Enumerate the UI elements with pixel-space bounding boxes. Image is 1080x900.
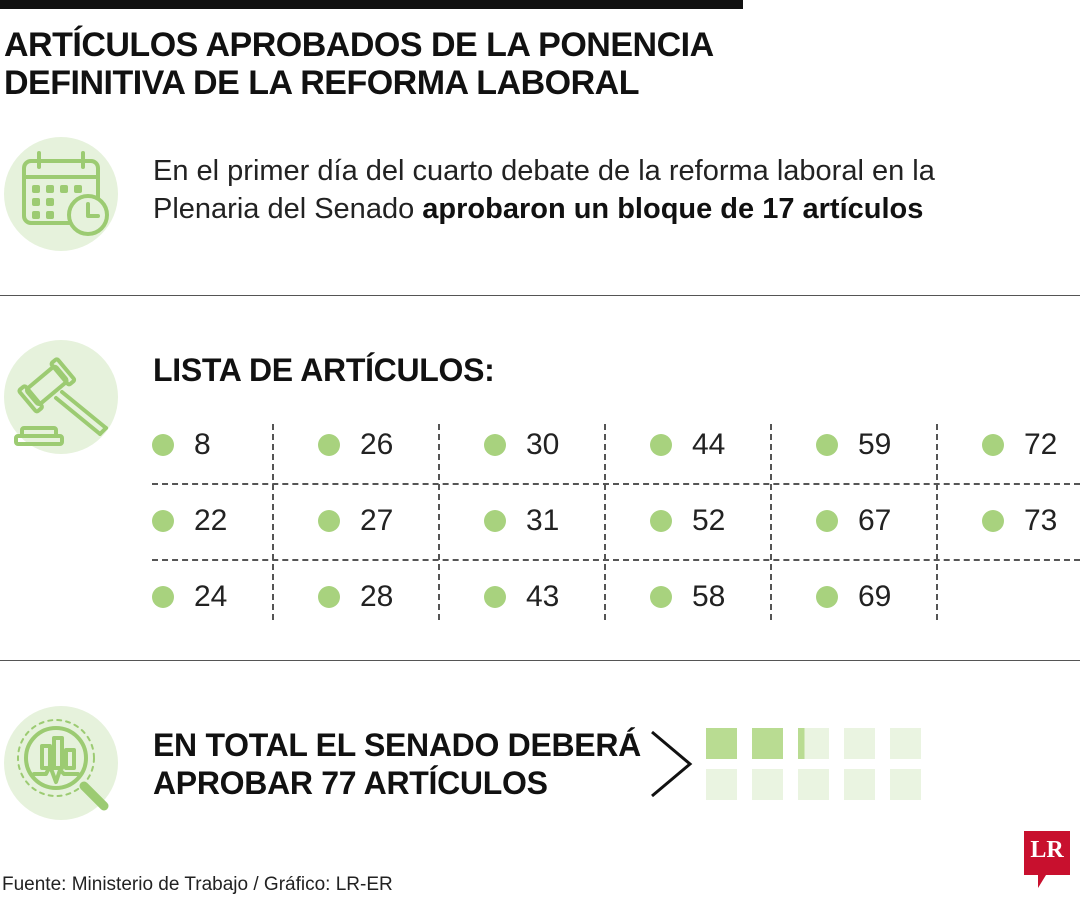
- article-number: 30: [526, 428, 560, 461]
- column-separator: [604, 424, 606, 620]
- progress-square: [844, 769, 875, 800]
- gavel-icon: [4, 340, 118, 454]
- logo-text: LR: [1030, 837, 1064, 863]
- article-item: 24: [148, 572, 227, 622]
- article-number: 58: [692, 580, 726, 613]
- intro-line-2: Plenaria del Senado aprobaron un bloque …: [153, 190, 1053, 228]
- chevron-right-icon: [651, 730, 693, 798]
- article-item: 31: [480, 496, 559, 546]
- page-title: ARTÍCULOS APROBADOS DE LA PONENCIA DEFIN…: [4, 26, 904, 102]
- article-grid: 8 26 30 44 59 72 22 27 31 52 67 73 24 28 43 58 69: [148, 420, 1080, 620]
- bullet-dot: [318, 586, 340, 608]
- row-separator: [152, 559, 1080, 561]
- progress-square: [890, 728, 921, 759]
- bullet-dot: [982, 434, 1004, 456]
- bullet-dot: [152, 510, 174, 532]
- article-item: 8: [148, 420, 211, 470]
- total-line-1: EN TOTAL EL SENADO DEBERÁ: [153, 727, 641, 763]
- title-line-2: DEFINITIVA DE LA REFORMA LABORAL: [4, 64, 640, 102]
- bullet-dot: [650, 586, 672, 608]
- article-item: 58: [646, 572, 725, 622]
- article-item: 59: [812, 420, 891, 470]
- bullet-dot: [650, 434, 672, 456]
- progress-square: [890, 769, 921, 800]
- intro-line-1: En el primer día del cuarto debate de la…: [153, 155, 935, 187]
- title-line-1: ARTÍCULOS APROBADOS DE LA PONENCIA: [4, 26, 714, 64]
- lr-logo: LR: [1024, 831, 1070, 889]
- article-number: 59: [858, 428, 892, 461]
- bullet-dot: [816, 510, 838, 532]
- bullet-dot: [318, 434, 340, 456]
- article-item: 69: [812, 572, 891, 622]
- total-line-2: APROBAR 77 ARTÍCULOS: [153, 765, 548, 801]
- divider-1: [0, 295, 1080, 296]
- bullet-dot: [318, 510, 340, 532]
- bullet-dot: [484, 510, 506, 532]
- article-item: 30: [480, 420, 559, 470]
- article-number: 73: [1024, 504, 1058, 537]
- bullet-dot: [152, 434, 174, 456]
- article-item: 72: [978, 420, 1057, 470]
- progress-squares: [706, 728, 926, 804]
- article-item: 52: [646, 496, 725, 546]
- row-separator: [152, 483, 1080, 485]
- article-item: 67: [812, 496, 891, 546]
- article-number: 72: [1024, 428, 1058, 461]
- article-number: 69: [858, 580, 892, 613]
- article-item: 44: [646, 420, 725, 470]
- intro-line-2-regular: Plenaria del Senado: [153, 193, 423, 225]
- progress-square: [844, 728, 875, 759]
- article-number: 31: [526, 504, 560, 537]
- progress-square: [798, 728, 829, 759]
- magnifier-chart-icon: [4, 706, 118, 820]
- progress-square: [798, 769, 829, 800]
- column-separator: [438, 424, 440, 620]
- article-item: 27: [314, 496, 393, 546]
- column-separator: [272, 424, 274, 620]
- article-number: 43: [526, 580, 560, 613]
- list-title: LISTA DE ARTÍCULOS:: [153, 352, 495, 388]
- article-number: 28: [360, 580, 394, 613]
- bullet-dot: [152, 586, 174, 608]
- article-item: 43: [480, 572, 559, 622]
- top-rule: [0, 0, 743, 9]
- bullet-dot: [650, 510, 672, 532]
- bullet-dot: [982, 510, 1004, 532]
- article-item: 73: [978, 496, 1057, 546]
- article-item: 22: [148, 496, 227, 546]
- column-separator: [770, 424, 772, 620]
- intro-text: En el primer día del cuarto debate de la…: [153, 152, 1053, 228]
- article-item: 26: [314, 420, 393, 470]
- article-number: 27: [360, 504, 394, 537]
- progress-square: [752, 728, 783, 759]
- source-note: Fuente: Ministerio de Trabajo / Gráfico:…: [2, 874, 393, 895]
- bullet-dot: [816, 434, 838, 456]
- total-title: EN TOTAL EL SENADO DEBERÁ APROBAR 77 ART…: [153, 726, 641, 802]
- intro-highlight: aprobaron un bloque de 17 artículos: [422, 193, 924, 225]
- progress-square: [706, 769, 737, 800]
- bullet-dot: [816, 586, 838, 608]
- article-number: 8: [194, 428, 211, 461]
- article-number: 44: [692, 428, 726, 461]
- progress-square: [752, 769, 783, 800]
- calendar-clock-icon: [4, 137, 118, 251]
- progress-square: [706, 728, 737, 759]
- bullet-dot: [484, 434, 506, 456]
- article-item: 28: [314, 572, 393, 622]
- article-number: 24: [194, 580, 228, 613]
- article-number: 26: [360, 428, 394, 461]
- article-number: 52: [692, 504, 726, 537]
- article-number: 22: [194, 504, 228, 537]
- divider-2: [0, 660, 1080, 661]
- article-number: 67: [858, 504, 892, 537]
- bullet-dot: [484, 586, 506, 608]
- column-separator: [936, 424, 938, 620]
